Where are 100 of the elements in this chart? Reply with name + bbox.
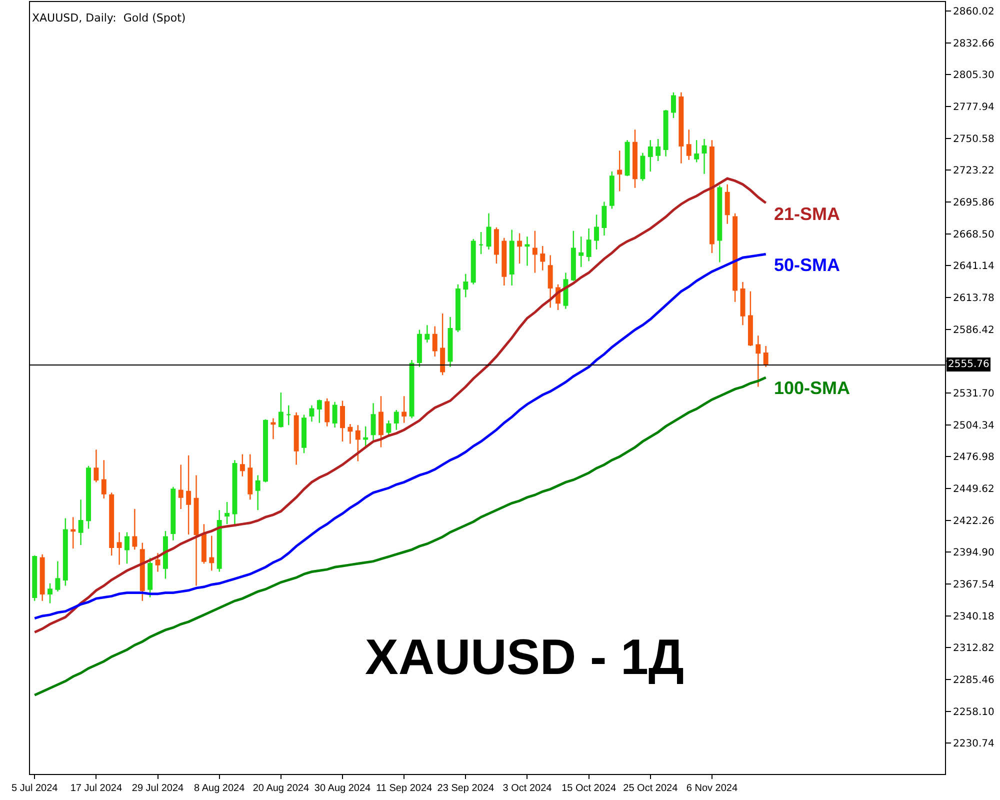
x-tick-label: 23 Sep 2024 xyxy=(437,783,494,794)
candlestick xyxy=(394,409,399,430)
x-tick-label: 6 Nov 2024 xyxy=(686,783,738,794)
candlestick xyxy=(748,290,753,347)
y-tick-label: 2668.50 xyxy=(953,229,994,240)
series-label: 21-SMA xyxy=(774,204,840,224)
y-tick-label: 2312.82 xyxy=(953,643,994,654)
y-tick-label: 2230.74 xyxy=(953,738,994,750)
y-tick-label: 2285.46 xyxy=(953,674,994,686)
candlestick xyxy=(224,501,230,525)
candlestick xyxy=(48,582,52,604)
candlestick xyxy=(686,129,692,160)
y-tick-label: 2805.30 xyxy=(953,70,994,82)
candlestick xyxy=(648,140,653,172)
candlestick xyxy=(255,474,260,511)
candlestick xyxy=(609,170,614,210)
candlestick xyxy=(355,424,360,462)
candlestick xyxy=(286,404,292,426)
candlestick xyxy=(594,214,599,250)
y-tick-label: 2723.22 xyxy=(953,166,994,177)
candlestick xyxy=(70,516,76,550)
candlestick xyxy=(109,492,114,556)
candlestick xyxy=(586,228,592,262)
candlestick xyxy=(170,486,176,541)
candlestick xyxy=(656,138,661,162)
y-tick-label: 2340.18 xyxy=(953,611,994,622)
candlestick xyxy=(563,272,568,310)
candlestick xyxy=(378,395,384,448)
line-series xyxy=(33,252,768,620)
x-tick-label: 29 Jul 2024 xyxy=(132,783,184,794)
candlestick xyxy=(740,281,746,326)
candlestick xyxy=(524,236,530,266)
candlestick xyxy=(178,464,184,510)
y-tick-label: 2258.10 xyxy=(953,706,994,718)
y-tick-label: 2422.26 xyxy=(953,516,994,527)
candlestick xyxy=(440,312,446,376)
candlestick xyxy=(40,554,45,602)
candlestick xyxy=(663,109,668,157)
candlestick xyxy=(370,402,376,441)
series-label: 100-SMA xyxy=(774,378,850,398)
candlestick xyxy=(432,326,438,358)
y-tick-label: 2586.42 xyxy=(953,324,994,336)
candlestick xyxy=(278,392,284,428)
candlestick xyxy=(416,329,422,368)
candlestick xyxy=(324,398,330,427)
candlestick xyxy=(155,552,160,572)
candlestick xyxy=(201,523,206,564)
candlestick xyxy=(316,398,322,424)
candlestick xyxy=(78,499,84,546)
candlestick xyxy=(209,535,214,572)
line-series xyxy=(33,177,768,634)
candlestick xyxy=(140,542,145,602)
y-tick-label: 2860.02 xyxy=(953,6,994,18)
x-tick-label: 8 Aug 2024 xyxy=(194,783,246,794)
candlestick xyxy=(517,232,522,264)
text: XAUUSD, Daily: Gold (Spot) xyxy=(32,11,186,24)
candlestick xyxy=(348,423,353,444)
x-tick-label: 11 Sep 2024 xyxy=(376,783,433,794)
candlestick xyxy=(248,454,253,500)
candlestick xyxy=(216,510,222,572)
candlestick xyxy=(162,530,168,580)
candlestick xyxy=(424,324,430,344)
candlestick xyxy=(671,92,676,119)
candlestick xyxy=(717,184,722,263)
candlestick xyxy=(632,129,638,188)
candlestick xyxy=(32,554,38,602)
candlestick xyxy=(332,401,338,428)
candlestick xyxy=(617,150,622,192)
line-series xyxy=(33,376,768,696)
y-tick-label: 2832.66 xyxy=(953,38,994,50)
candlestick xyxy=(294,412,299,466)
y-tick-label: 2613.78 xyxy=(953,292,994,304)
candlestick xyxy=(186,454,192,536)
candlestick xyxy=(240,454,245,477)
candlestick xyxy=(148,557,153,598)
candlestick xyxy=(732,212,738,302)
candlestick xyxy=(640,152,646,182)
candlestick xyxy=(409,359,414,419)
y-tick-label: 2531.70 xyxy=(953,388,994,400)
candlestick xyxy=(602,201,607,236)
x-tick-label: 20 Aug 2024 xyxy=(252,783,310,794)
candlestick xyxy=(570,230,576,282)
candlestick xyxy=(532,230,538,274)
y-tick-label: 2777.94 xyxy=(953,102,994,113)
candlestick xyxy=(124,532,130,564)
candlestick xyxy=(702,138,707,174)
candlestick xyxy=(302,414,306,454)
candlestick xyxy=(478,231,484,255)
candlestick xyxy=(624,140,630,177)
candlestick xyxy=(756,334,761,388)
y-tick-label: 2641.14 xyxy=(953,261,994,272)
candlestick xyxy=(548,254,553,308)
candlestick xyxy=(194,474,199,586)
candlestick xyxy=(509,229,514,286)
series-label: 50-SMA xyxy=(774,255,840,275)
x-tick-label: 15 Oct 2024 xyxy=(562,783,616,794)
candlestick xyxy=(678,92,684,164)
candlestick xyxy=(724,184,730,224)
candlestick xyxy=(709,140,714,254)
candlestick xyxy=(763,345,768,368)
